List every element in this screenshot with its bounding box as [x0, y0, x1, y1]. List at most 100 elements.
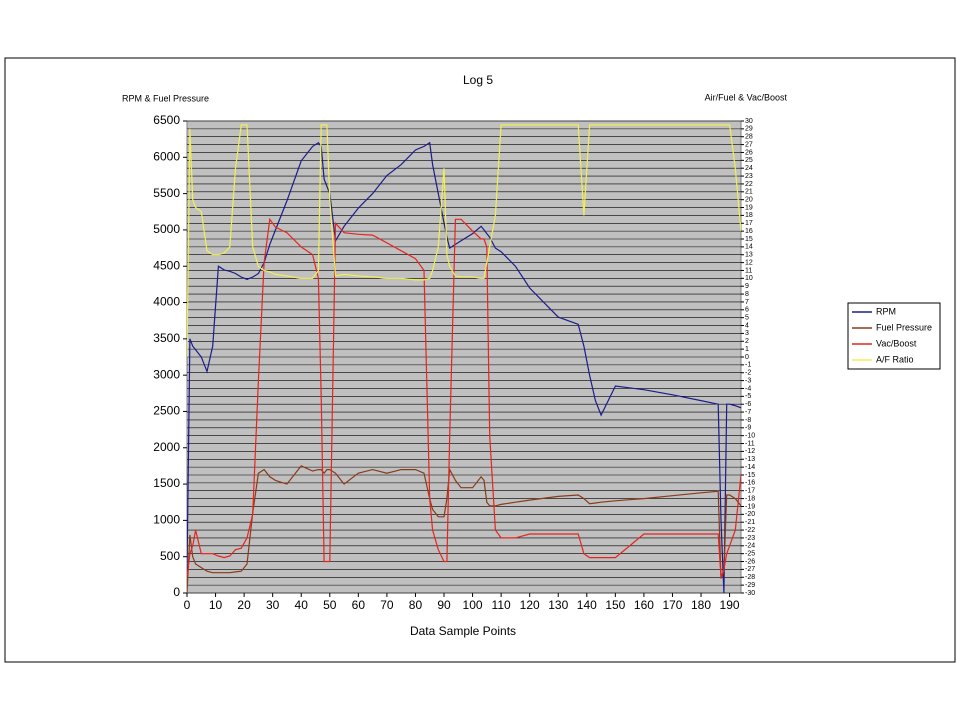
x-axis-title: Data Sample Points — [410, 624, 516, 638]
x-tick-label: 170 — [662, 598, 682, 612]
y2-tick-label: -5 — [745, 393, 751, 400]
x-tick-label: 180 — [691, 598, 711, 612]
y2-tick-label: -9 — [745, 425, 751, 432]
y2-tick-label: 28 — [745, 134, 753, 141]
x-tick-label: 140 — [577, 598, 597, 612]
y2-tick-label: 18 — [745, 212, 753, 219]
x-tick-label: 160 — [634, 598, 654, 612]
y-tick-label: 3000 — [153, 367, 180, 381]
y-tick-label: 500 — [160, 549, 180, 563]
y2-tick-label: -10 — [745, 433, 755, 440]
y2-tick-label: 0 — [745, 354, 749, 361]
y2-tick-label: -19 — [745, 503, 755, 510]
y2-tick-label: -29 — [745, 582, 755, 589]
y2-tick-label: 25 — [745, 157, 753, 164]
y2-tick-label: -20 — [745, 511, 755, 518]
y2-tick-label: -25 — [745, 551, 755, 558]
y2-tick-label: -22 — [745, 527, 755, 534]
legend-label: Fuel Pressure — [876, 322, 932, 332]
x-tick-label: 130 — [548, 598, 568, 612]
y-tick-label: 5500 — [153, 186, 180, 200]
y2-tick-label: -28 — [745, 574, 755, 581]
legend — [847, 302, 941, 370]
y2-tick-label: -27 — [745, 566, 755, 573]
y2-tick-label: 24 — [745, 165, 753, 172]
y2-tick-label: 8 — [745, 291, 749, 298]
x-tick-label: 30 — [266, 598, 280, 612]
y2-tick-label: 19 — [745, 204, 753, 211]
y2-tick-label: 4 — [745, 322, 749, 329]
y2-tick-label: 16 — [745, 228, 753, 235]
y2-tick-label: -17 — [745, 488, 755, 495]
y2-tick-label: 15 — [745, 236, 753, 243]
y2-tick-label: -16 — [745, 480, 755, 487]
y2-axis-title: Air/Fuel & Vac/Boost — [705, 92, 788, 102]
y2-tick-label: -11 — [745, 440, 755, 447]
y2-tick-label: 12 — [745, 259, 753, 266]
y2-tick-label: -24 — [745, 543, 755, 550]
legend-label: Vac/Boost — [876, 338, 917, 348]
x-tick-label: 60 — [352, 598, 366, 612]
y-axis-title: RPM & Fuel Pressure — [122, 93, 209, 103]
y2-tick-label: 11 — [745, 267, 752, 274]
y2-tick-label: 9 — [745, 283, 749, 290]
y2-tick-label: 30 — [745, 118, 753, 125]
x-tick-label: 90 — [437, 598, 451, 612]
y-tick-label: 0 — [173, 585, 180, 599]
x-tick-label: 110 — [492, 598, 511, 612]
legend-label: RPM — [876, 306, 896, 316]
y2-tick-label: -26 — [745, 558, 755, 565]
y2-tick-label: -18 — [745, 495, 755, 502]
y-tick-label: 4000 — [153, 295, 180, 309]
legend-label: A/F Ratio — [876, 354, 914, 364]
y2-tick-label: -12 — [745, 448, 755, 455]
y2-tick-label: 5 — [745, 315, 749, 322]
y2-tick-label: -3 — [745, 377, 751, 384]
y-tick-label: 1500 — [153, 476, 180, 490]
y2-tick-label: -30 — [745, 590, 755, 597]
x-tick-label: 70 — [380, 598, 394, 612]
y-tick-label: 6500 — [153, 113, 180, 127]
y2-tick-label: -4 — [745, 385, 751, 392]
y2-tick-label: 3 — [745, 330, 749, 337]
x-tick-label: 80 — [409, 598, 423, 612]
y2-tick-label: 26 — [745, 149, 753, 156]
y-tick-label: 6000 — [153, 149, 180, 163]
y2-tick-label: -6 — [745, 401, 751, 408]
x-tick-label: 150 — [605, 598, 625, 612]
y2-tick-label: 1 — [745, 346, 749, 353]
y2-tick-label: 27 — [745, 141, 753, 148]
y-tick-label: 2500 — [153, 404, 180, 418]
x-tick-label: 100 — [463, 598, 483, 612]
y2-tick-label: -7 — [745, 409, 751, 416]
y-tick-label: 4500 — [153, 258, 180, 272]
x-tick-label: 50 — [323, 598, 337, 612]
y2-tick-label: 10 — [745, 275, 753, 282]
y-tick-label: 5000 — [153, 222, 180, 236]
y2-tick-label: 13 — [745, 252, 753, 259]
y2-tick-label: 29 — [745, 126, 753, 133]
series-line — [187, 465, 741, 593]
x-tick-label: 120 — [520, 598, 540, 612]
y2-tick-label: 17 — [745, 220, 753, 227]
series-line — [187, 141, 741, 593]
x-tick-label: 190 — [720, 598, 740, 612]
y2-tick-label: 7 — [745, 299, 749, 306]
y2-tick-label: 6 — [745, 307, 749, 314]
y2-tick-label: -1 — [745, 362, 751, 369]
series-line — [187, 217, 741, 578]
y2-tick-label: -14 — [745, 464, 755, 471]
y-tick-label: 2000 — [153, 440, 180, 454]
y2-tick-label: -21 — [745, 519, 755, 526]
series-line — [187, 124, 741, 358]
y2-tick-label: -15 — [745, 472, 755, 479]
y2-tick-label: 22 — [745, 181, 753, 188]
y2-tick-label: -8 — [745, 417, 751, 424]
y2-tick-label: 20 — [745, 197, 753, 204]
x-tick-label: 0 — [184, 598, 191, 612]
y-tick-label: 3500 — [153, 331, 180, 345]
y2-tick-label: -23 — [745, 535, 755, 542]
y2-tick-label: 2 — [745, 338, 749, 345]
x-tick-label: 10 — [209, 598, 223, 612]
chart-title: Log 5 — [463, 73, 493, 87]
